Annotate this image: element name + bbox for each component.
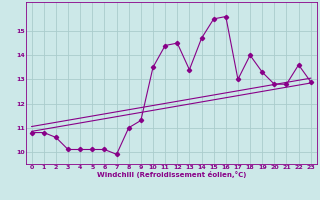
X-axis label: Windchill (Refroidissement éolien,°C): Windchill (Refroidissement éolien,°C) (97, 171, 246, 178)
